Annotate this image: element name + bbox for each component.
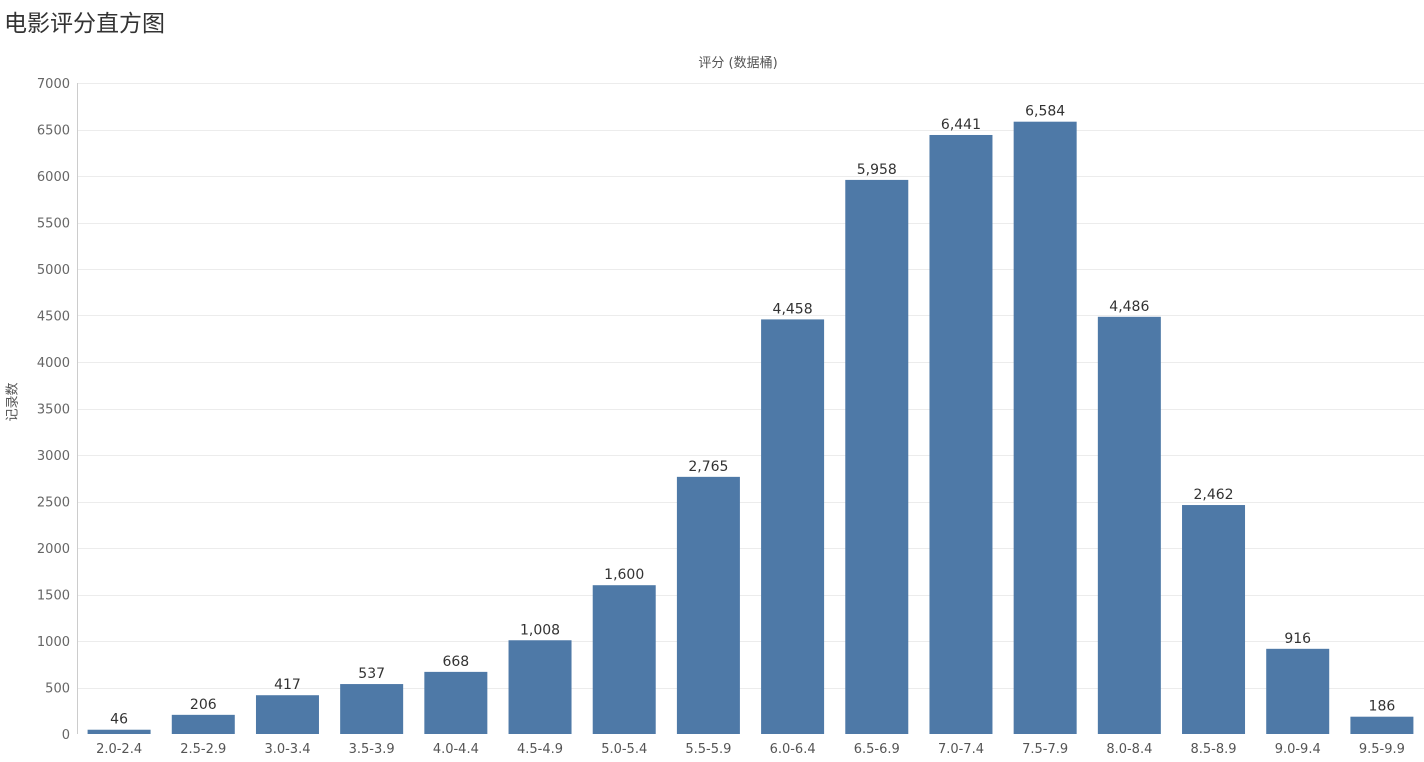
gridlines <box>77 83 1424 734</box>
bar <box>1013 121 1077 735</box>
bar <box>1350 716 1414 734</box>
x-tick-label: 5.5-5.9 <box>685 742 731 757</box>
data-label: 537 <box>358 666 385 682</box>
y-tick-label: 3500 <box>37 403 70 418</box>
bar <box>592 585 656 734</box>
y-tick-label: 5500 <box>37 217 70 232</box>
bar <box>255 695 319 734</box>
bar <box>845 179 909 734</box>
x-tick-label: 7.0-7.4 <box>938 742 984 757</box>
x-tick-label: 5.0-5.4 <box>601 742 647 757</box>
bar <box>424 671 488 734</box>
data-label: 668 <box>442 654 469 670</box>
data-label: 186 <box>1369 699 1396 715</box>
data-label: 4,458 <box>773 301 813 317</box>
data-label: 206 <box>190 697 217 713</box>
data-labels: 46 206 417 537 668 1,008 1,600 2,765 4,458 5,958 6… <box>110 104 1395 728</box>
bars <box>87 121 1414 735</box>
chart-title: 电影评分直方图 <box>4 11 165 37</box>
bar <box>761 319 825 734</box>
y-tick-label: 6500 <box>37 124 70 139</box>
bar <box>340 684 404 734</box>
bar <box>87 729 151 734</box>
y-tick-label: 4500 <box>37 310 70 325</box>
x-tick-label: 3.5-3.9 <box>349 742 395 757</box>
data-label: 5,958 <box>857 162 897 178</box>
bar <box>1097 316 1161 734</box>
data-label: 417 <box>274 677 301 693</box>
y-tick-label: 2500 <box>37 496 70 511</box>
data-label: 1,600 <box>604 567 644 583</box>
x-axis-title-container: 评分 (数据桶) <box>0 52 1424 71</box>
data-label: 6,584 <box>1025 104 1065 120</box>
x-tick-label: 2.5-2.9 <box>180 742 226 757</box>
data-label: 6,441 <box>941 117 981 133</box>
y-tick-label: 2000 <box>37 542 70 557</box>
y-tick-label: 6000 <box>37 170 70 185</box>
y-tick-label: 1000 <box>37 635 70 650</box>
x-tick-label: 6.0-6.4 <box>770 742 816 757</box>
data-label: 4,486 <box>1109 299 1149 315</box>
x-axis-title: 评分 (数据桶) <box>698 56 778 71</box>
y-tick-label: 3000 <box>37 449 70 464</box>
bar <box>171 714 235 734</box>
x-tick-label: 4.5-4.9 <box>517 742 563 757</box>
x-tick-label: 4.0-4.4 <box>433 742 479 757</box>
x-tick-label: 3.0-3.4 <box>264 742 310 757</box>
x-tick-label: 7.5-7.9 <box>1022 742 1068 757</box>
bar <box>676 476 740 734</box>
x-tick-label: 8.0-8.4 <box>1106 742 1152 757</box>
data-label: 1,008 <box>520 622 560 638</box>
data-label: 46 <box>110 712 128 728</box>
y-tick-label: 1500 <box>37 589 70 604</box>
data-label: 2,462 <box>1193 487 1233 503</box>
x-tick-label: 9.0-9.4 <box>1275 742 1321 757</box>
y-tick-label: 5000 <box>37 263 70 278</box>
x-tick-label: 2.0-2.4 <box>96 742 142 757</box>
bar <box>1182 505 1246 734</box>
y-axis-ticks: 0 500 1000 1500 2000 2500 3000 3500 4000 4500 5000… <box>37 77 70 743</box>
y-tick-label: 0 <box>62 728 70 743</box>
x-tick-label: 6.5-6.9 <box>854 742 900 757</box>
x-tick-label: 8.5-8.9 <box>1191 742 1237 757</box>
y-tick-label: 4000 <box>37 356 70 371</box>
x-tick-label: 9.5-9.9 <box>1359 742 1405 757</box>
x-axis-ticks: 2.0-2.4 2.5-2.9 3.0-3.4 3.5-3.9 4.0-4.4 4.5-4… <box>96 742 1405 757</box>
bar <box>1266 648 1330 734</box>
data-label: 2,765 <box>688 459 728 475</box>
bar <box>929 134 993 734</box>
data-label: 916 <box>1284 631 1311 647</box>
bar <box>508 640 572 734</box>
y-tick-label: 7000 <box>37 77 70 92</box>
y-tick-label: 500 <box>45 682 70 697</box>
